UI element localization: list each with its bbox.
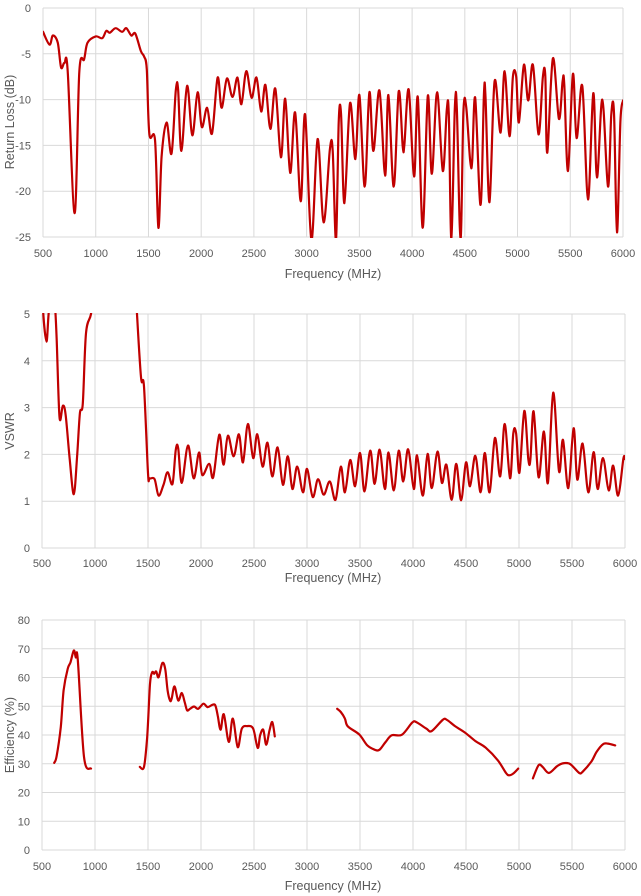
y-tick-label: 80 [18, 615, 30, 627]
y-tick-label: 50 [18, 701, 30, 713]
x-tick-label: 4500 [454, 861, 478, 873]
x-tick-label: 5000 [507, 861, 531, 873]
series-line-segment [336, 707, 520, 777]
y-tick-label: 1 [24, 496, 30, 508]
gridlines [41, 619, 626, 851]
y-tick-label: 5 [24, 309, 30, 321]
x-tick-label: 2500 [242, 248, 266, 260]
y-tick-label: 0 [24, 845, 30, 857]
x-axis-label: Frequency (MHz) [285, 879, 382, 893]
x-tick-label: 3000 [295, 861, 319, 873]
x-tick-label: 4500 [453, 248, 477, 260]
y-tick-label: 40 [18, 730, 30, 742]
y-tick-label: 60 [18, 673, 30, 685]
y-axis-label: Return Loss (dB) [3, 75, 17, 169]
x-tick-label: 2000 [189, 248, 213, 260]
x-tick-label: 3000 [295, 558, 319, 570]
y-tick-label: -5 [21, 49, 31, 61]
x-axis-label: Frequency (MHz) [285, 267, 382, 281]
x-tick-label: 1500 [136, 248, 160, 260]
x-tick-label: 500 [33, 861, 51, 873]
y-tick-label: 70 [18, 644, 30, 656]
x-tick-label: 5500 [560, 558, 584, 570]
y-tick-label: -20 [15, 186, 31, 198]
x-tick-label: 1500 [136, 861, 160, 873]
y-axis-label: VSWR [3, 412, 17, 450]
x-axis-label: Frequency (MHz) [285, 571, 382, 585]
x-tick-label: 4000 [401, 861, 425, 873]
y-tick-label: 2 [24, 449, 30, 461]
x-tick-label: 5000 [505, 248, 529, 260]
series-lines [42, 313, 625, 502]
x-tick-label: 2000 [189, 558, 213, 570]
series-line-segment [53, 649, 93, 770]
x-tick-label: 500 [33, 558, 51, 570]
series-line-segment [531, 742, 617, 780]
efficiency-chart: Frequency (MHz) Efficiency (%) 500 1000 15… [3, 615, 637, 893]
x-tick-label: 3500 [348, 861, 372, 873]
y-tick-label: 0 [25, 3, 31, 15]
x-tick-label: 5500 [558, 248, 582, 260]
y-tick-label: 0 [24, 543, 30, 555]
x-tick-label: 6000 [611, 248, 635, 260]
vswr-chart: Frequency (MHz) VSWR 500 1000 1500 2000 2500… [3, 309, 637, 585]
y-tick-label: 30 [18, 759, 30, 771]
y-tick-label: 20 [18, 788, 30, 800]
y-tick-label: 4 [24, 356, 30, 368]
x-tick-label: 4500 [454, 558, 478, 570]
x-tick-label: 1000 [83, 861, 107, 873]
x-tick-label: 2500 [242, 558, 266, 570]
series-line-segment [138, 661, 276, 771]
x-tick-label: 2000 [189, 861, 213, 873]
x-tick-label: 2500 [242, 861, 266, 873]
y-axis-label: Efficiency (%) [3, 697, 17, 773]
y-tick-label: -25 [15, 232, 31, 244]
x-tick-label: 1500 [136, 558, 160, 570]
x-tick-label: 6000 [613, 861, 637, 873]
y-tick-label: -15 [15, 140, 31, 152]
series-lines [53, 649, 617, 780]
x-tick-label: 6000 [613, 558, 637, 570]
x-tick-label: 4000 [400, 248, 424, 260]
x-tick-label: 1000 [83, 558, 107, 570]
x-tick-label: 3000 [294, 248, 318, 260]
series-line-segment [43, 27, 623, 238]
return-loss-chart: Frequency (MHz) Return Loss (dB) 500 1000… [3, 3, 635, 281]
x-tick-label: 3500 [347, 248, 371, 260]
gridlines [42, 7, 624, 238]
x-tick-label: 1000 [83, 248, 107, 260]
y-tick-label: 3 [24, 403, 30, 415]
x-tick-label: 3500 [348, 558, 372, 570]
x-tick-label: 5000 [507, 558, 531, 570]
series-line-segment [42, 313, 625, 502]
x-tick-label: 500 [34, 248, 52, 260]
x-tick-label: 4000 [401, 558, 425, 570]
x-tick-label: 5500 [560, 861, 584, 873]
y-tick-label: 10 [18, 816, 30, 828]
series-lines [43, 27, 623, 238]
y-tick-label: -10 [15, 95, 31, 107]
gridlines [41, 313, 626, 549]
